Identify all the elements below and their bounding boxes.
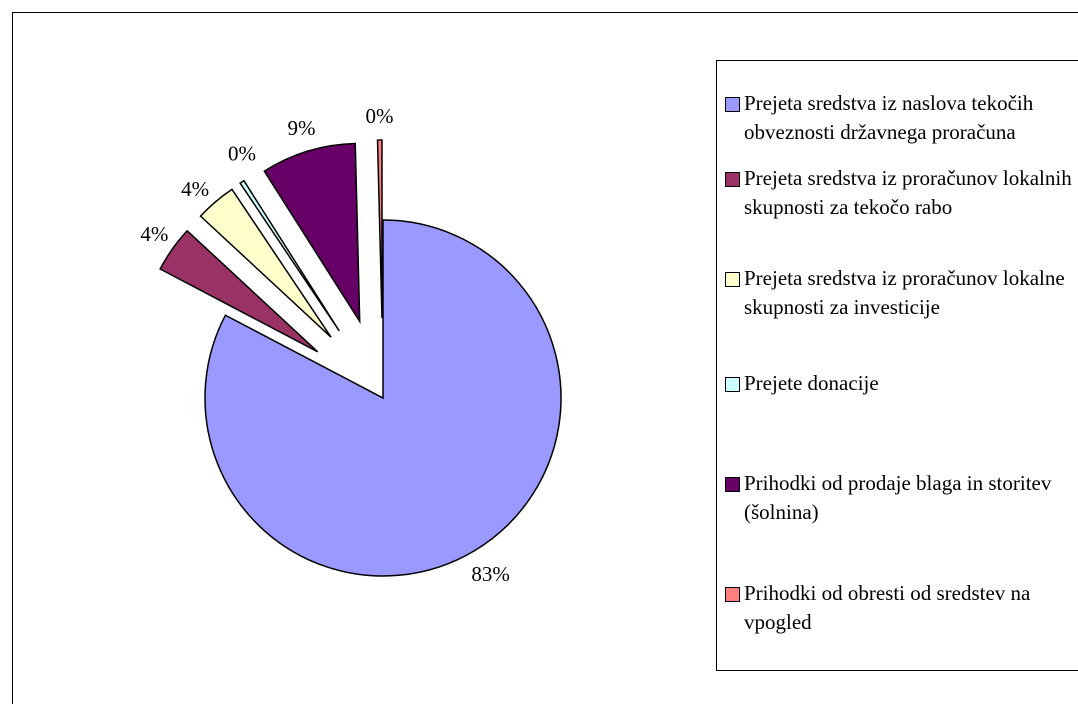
data-label: 4% [140, 222, 168, 246]
legend-swatch [725, 97, 740, 112]
legend-label: Prejeta sredstva iz naslova tekočih obve… [744, 91, 1034, 144]
legend-swatch [725, 587, 740, 602]
pie-slice [263, 142, 361, 325]
data-label: 4% [181, 177, 209, 201]
legend-label: Prejeta sredstva iz proračunov lokalne s… [744, 266, 1065, 319]
legend-entry: Prejeta sredstva iz proračunov lokalne s… [725, 264, 1075, 322]
legend-swatch [725, 272, 740, 287]
pie-slice [376, 139, 383, 319]
legend: Prejeta sredstva iz naslova tekočih obve… [716, 60, 1078, 671]
legend-swatch [725, 172, 740, 187]
data-label: 9% [288, 116, 316, 140]
chart-frame [12, 12, 1078, 704]
legend-label: Prihodki od obresti od sredstev na vpogl… [744, 581, 1031, 634]
legend-label: Prejete donacije [744, 371, 879, 395]
legend-swatch [725, 377, 740, 392]
pie-slice [159, 229, 319, 353]
legend-entry: Prejeta sredstva iz naslova tekočih obve… [725, 89, 1075, 147]
data-label: 0% [365, 104, 393, 128]
legend-entry: Prihodki od obresti od sredstev na vpogl… [725, 579, 1075, 637]
data-label: 83% [471, 562, 510, 586]
legend-entry: Prejeta sredstva iz proračunov lokalnih … [725, 164, 1075, 222]
legend-entry: Prejete donacije [725, 369, 1075, 398]
pie-slice [199, 188, 332, 338]
pie-slice [204, 219, 562, 577]
legend-swatch [725, 477, 740, 492]
pie-slice [239, 179, 340, 332]
legend-entry: Prihodki od prodaje blaga in storitev (š… [725, 469, 1075, 527]
legend-label: Prihodki od prodaje blaga in storitev (š… [744, 471, 1052, 524]
data-label: 0% [228, 141, 256, 165]
legend-label: Prejeta sredstva iz proračunov lokalnih … [744, 166, 1072, 219]
